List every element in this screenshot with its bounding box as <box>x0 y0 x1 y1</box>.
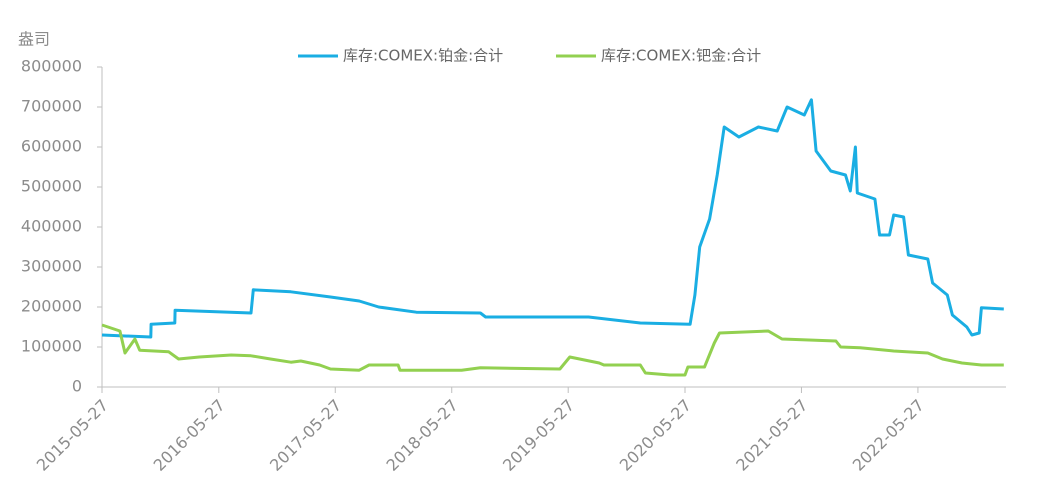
y-tick-label: 800000 <box>21 57 82 76</box>
y-tick-label: 400000 <box>21 217 82 236</box>
series-line <box>101 323 1004 377</box>
y-tick-label: 500000 <box>21 177 82 196</box>
x-tick-label: 2017-05-27 <box>266 396 345 475</box>
x-tick-label: 2021-05-27 <box>732 396 811 475</box>
series-line <box>101 98 1004 339</box>
y-axis-label: 盎司 <box>18 30 50 49</box>
x-tick-label: 2015-05-27 <box>33 396 112 475</box>
x-tick-label: 2022-05-27 <box>849 396 928 475</box>
x-tick-label: 2020-05-27 <box>616 396 695 475</box>
x-tick-label: 2018-05-27 <box>383 396 462 475</box>
x-tick-label: 2016-05-27 <box>150 396 229 475</box>
x-tick-label: 2019-05-27 <box>499 396 578 475</box>
y-tick-label: 0 <box>72 377 82 396</box>
y-tick-label: 100000 <box>21 337 82 356</box>
y-tick-label: 700000 <box>21 97 82 116</box>
y-tick-label: 200000 <box>21 297 82 316</box>
y-tick-label: 300000 <box>21 257 82 276</box>
legend-label: 库存:COMEX:铂金:合计 <box>343 47 503 65</box>
legend-label: 库存:COMEX:钯金:合计 <box>601 47 761 65</box>
y-tick-label: 600000 <box>21 137 82 156</box>
